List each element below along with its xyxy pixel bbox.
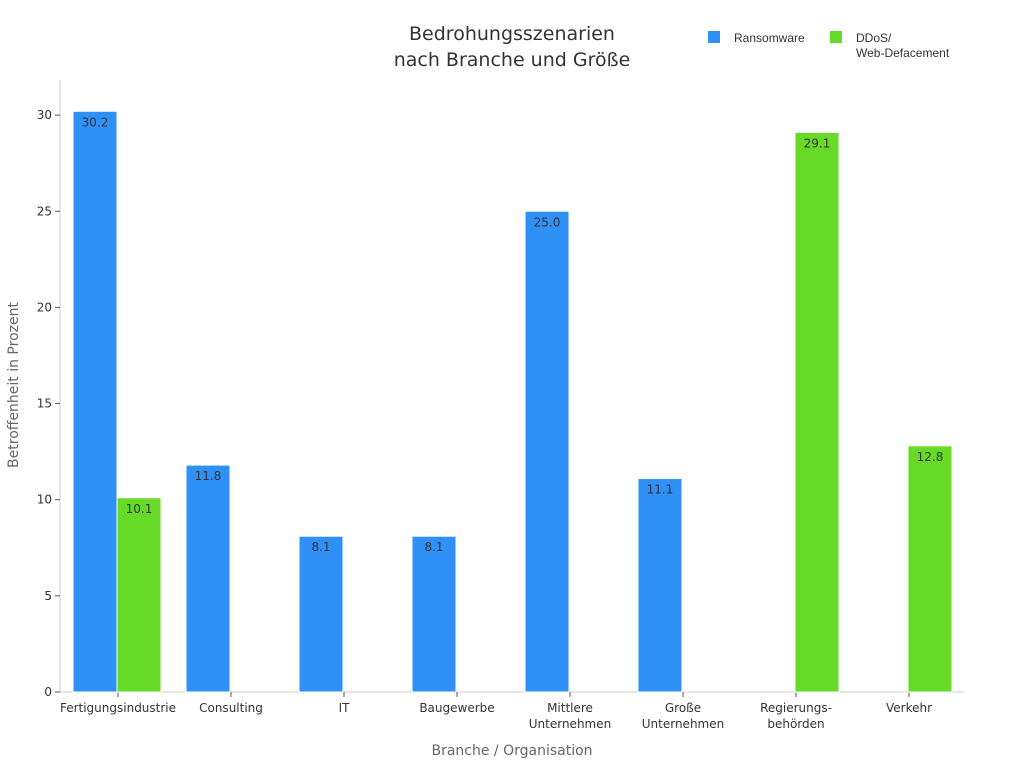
axes: 0 5 10 15 20 25 30 Fertigungsindustrie Consultin…: [37, 80, 964, 731]
bar: [185, 464, 231, 693]
data-label: 11.1: [647, 483, 674, 497]
data-label: 25.0: [534, 215, 561, 229]
legend-label: Ransomware: [734, 31, 805, 45]
x-tick-label: Unternehmen: [642, 717, 724, 731]
legend-label: Web-Defacement: [856, 46, 950, 60]
x-tick-label: Regierungs-: [760, 701, 832, 715]
legend-label: DDoS/: [856, 31, 892, 45]
y-tick-label: 10: [37, 493, 52, 507]
bar: [794, 131, 840, 693]
bar: [524, 210, 570, 693]
y-tick-label: 0: [44, 685, 52, 699]
x-axis-title: Branche / Organisation: [431, 743, 592, 759]
data-label: 30.2: [82, 115, 109, 129]
data-label: 29.1: [804, 136, 831, 150]
data-label: 8.1: [311, 540, 330, 554]
y-axis-title: Betroffenheit in Prozent: [6, 302, 22, 468]
y-tick-label: 20: [37, 300, 52, 314]
legend-swatch: [830, 31, 842, 43]
data-label: 8.1: [424, 540, 443, 554]
y-tick-label: 5: [44, 589, 52, 603]
x-tick-label: Mittlere: [547, 701, 593, 715]
chart-title: Bedrohungsszenarien nach Branche und Größ…: [394, 23, 631, 71]
x-tick-label: Fertigungsindustrie: [60, 701, 176, 715]
bars: [72, 110, 953, 693]
x-tick-label: behörden: [767, 717, 824, 731]
legend-swatch: [708, 31, 720, 43]
x-tick-label: Große: [665, 701, 701, 715]
chart-title-line: Bedrohungsszenarien: [409, 23, 615, 45]
x-tick-label: Verkehr: [886, 701, 932, 715]
data-labels: 30.2 11.8 8.1 8.1 25.0 11.1 10.1 29.1 12.8: [82, 115, 944, 554]
x-tick-label: Baugewerbe: [419, 701, 494, 715]
legend: Ransomware DDoS/Web-Defacement: [708, 31, 950, 60]
x-tick-label: IT: [339, 701, 351, 715]
data-label: 10.1: [126, 502, 153, 516]
bar: [72, 110, 118, 693]
bar: [116, 497, 162, 693]
x-tick-label: Unternehmen: [529, 717, 611, 731]
bar: [907, 445, 953, 693]
y-tick-label: 25: [37, 204, 52, 218]
chart-title-line: nach Branche und Größe: [394, 49, 631, 71]
y-tick-label: 15: [37, 397, 52, 411]
y-tick-label: 30: [37, 108, 52, 122]
bar: [637, 478, 683, 693]
bar: [411, 535, 457, 693]
x-tick-label: Consulting: [199, 701, 263, 715]
data-label: 12.8: [917, 450, 944, 464]
bar: [298, 535, 344, 693]
data-label: 11.8: [195, 469, 222, 483]
